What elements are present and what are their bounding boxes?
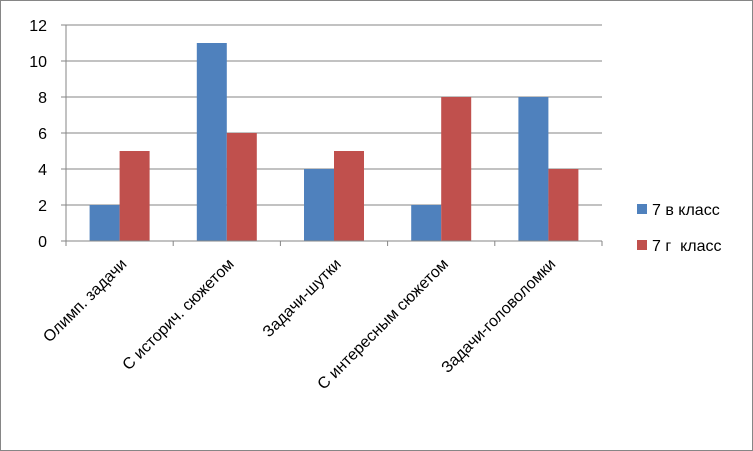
gridlines [66, 24, 602, 206]
bar-7g-4 [548, 169, 579, 241]
y-axis: 0 2 4 6 8 10 12 [29, 18, 67, 251]
bar-7g-2 [334, 151, 364, 241]
bar-7v-2 [304, 169, 334, 241]
legend-label: 7 г класс [652, 238, 721, 255]
bar-7v-1 [196, 43, 227, 241]
bar-7g-0 [119, 151, 150, 241]
y-tick-label: 10 [29, 54, 47, 71]
category-label: С историч. сюжетом [120, 256, 238, 374]
y-tick-label: 2 [38, 198, 47, 215]
legend-swatch [637, 204, 647, 214]
bar-7g-1 [226, 133, 257, 241]
bar-7v-4 [518, 97, 549, 241]
bar-7v-0 [89, 205, 120, 241]
bar-7g-3 [441, 97, 472, 241]
category-label: Задачи-шутки [260, 256, 345, 341]
y-tick-label: 0 [38, 234, 47, 251]
category-label: Задачи-головоломки [439, 256, 560, 377]
legend-label: 7 в класс [652, 202, 720, 219]
y-tick-label: 12 [29, 18, 47, 35]
y-tick-label: 4 [38, 162, 47, 179]
y-tick-label: 6 [38, 126, 47, 143]
legend-swatch [637, 240, 647, 250]
category-label: Олимп. задачи [40, 256, 130, 346]
bars [89, 43, 579, 241]
legend: 7 в класс 7 г класс [637, 202, 721, 255]
y-tick-label: 8 [38, 90, 47, 107]
bar-7v-3 [411, 205, 442, 241]
